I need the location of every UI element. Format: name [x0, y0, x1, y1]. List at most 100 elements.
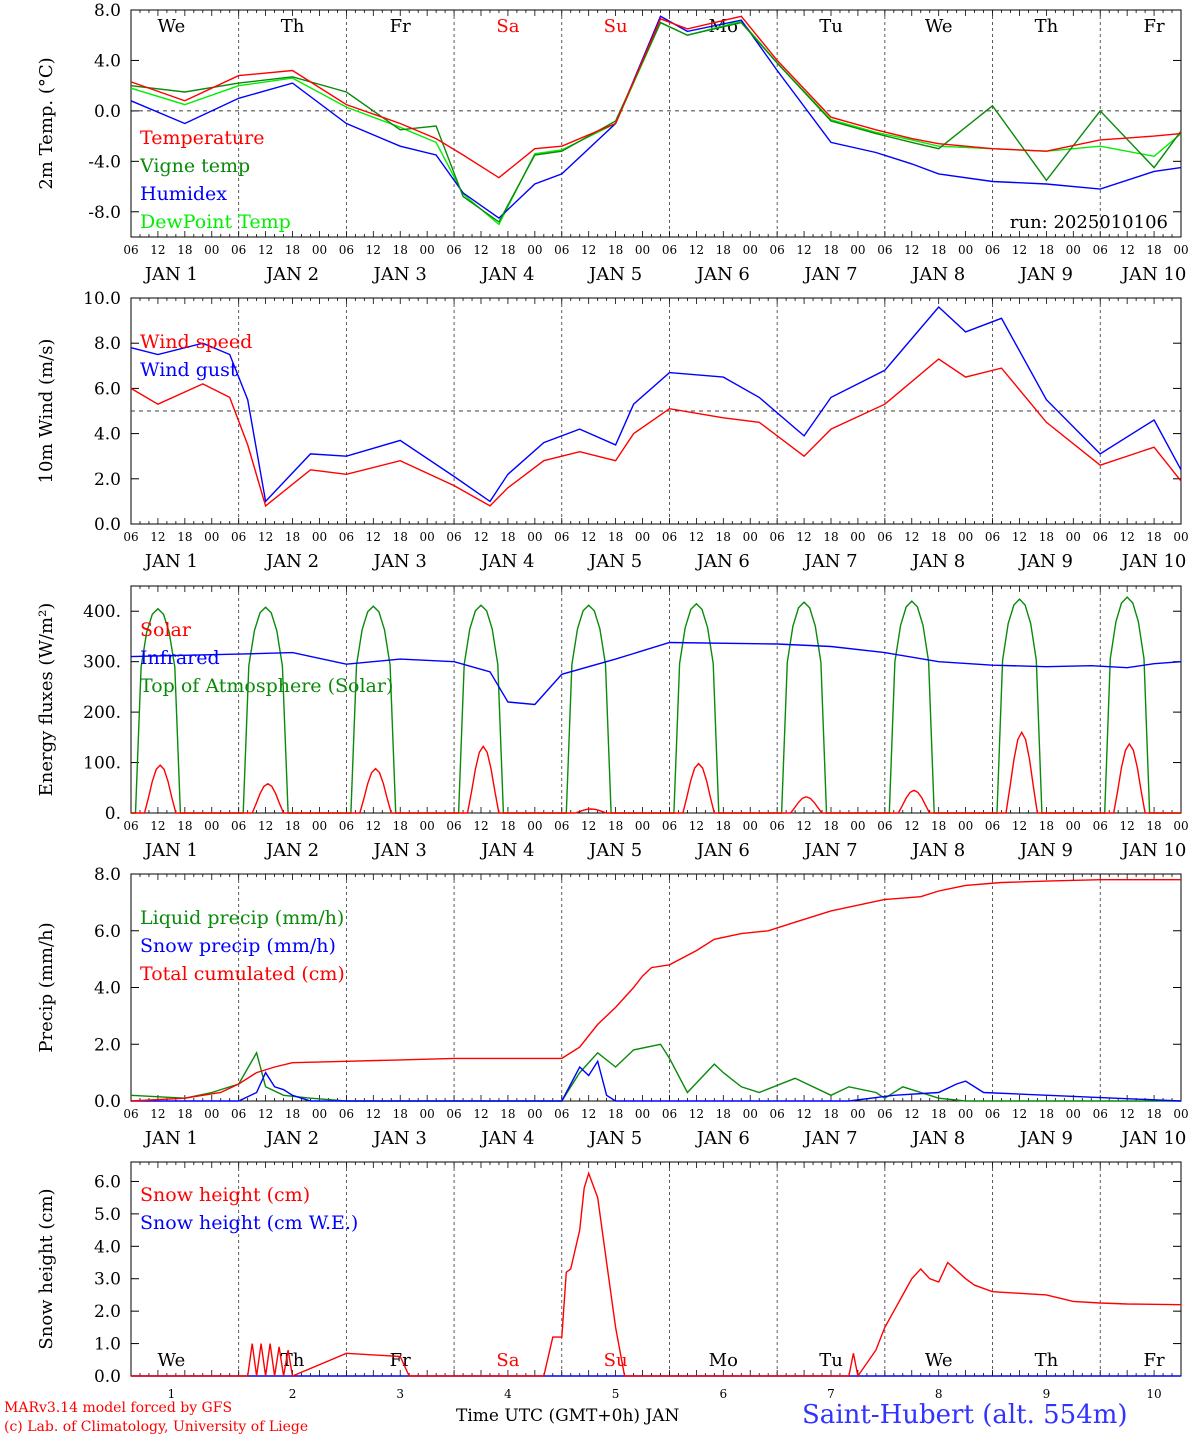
panel-3-frame — [130, 585, 1182, 814]
hour-tick-label: 00 — [312, 1107, 327, 1121]
hour-tick-label: 12 — [1012, 530, 1027, 544]
hour-tick-label: 00 — [1173, 819, 1188, 833]
day-label: JAN 3 — [372, 840, 427, 861]
bottom-day-number: 3 — [396, 1387, 404, 1401]
hour-tick-label: 12 — [1120, 819, 1135, 833]
hour-tick-label: 06 — [446, 243, 461, 257]
legend-snow-precip-mm-h-: Snow precip (mm/h) — [140, 935, 336, 957]
series-humidex — [130, 15, 1182, 220]
hour-tick-label: 06 — [446, 1107, 461, 1121]
hour-tick-label: 12 — [473, 530, 488, 544]
day-label: JAN 1 — [143, 551, 198, 572]
day-label: JAN 4 — [479, 264, 534, 285]
hour-tick-label: 00 — [1066, 1107, 1081, 1121]
day-label: JAN 9 — [1018, 264, 1073, 285]
hour-tick-label: 00 — [1173, 1107, 1188, 1121]
series-infrared — [130, 641, 1182, 706]
hour-tick-label: 06 — [554, 1107, 569, 1121]
hour-tick-label: 18 — [393, 243, 408, 257]
hour-tick-label: 00 — [850, 1107, 865, 1121]
hour-tick-label: 00 — [204, 1107, 219, 1121]
y-tick-label: 2.0 — [94, 1302, 121, 1322]
hour-tick-label: 00 — [312, 243, 327, 257]
day-label: JAN 9 — [1018, 840, 1073, 861]
hour-tick-label: 00 — [527, 243, 542, 257]
day-label: JAN 8 — [910, 1128, 965, 1149]
hour-tick-label: 00 — [204, 243, 219, 257]
hour-tick-label: 00 — [312, 819, 327, 833]
bottom-day-number: 9 — [1043, 1387, 1051, 1401]
hour-tick-label: 18 — [1146, 243, 1161, 257]
hour-tick-label: 06 — [770, 1107, 785, 1121]
weekday-label-bottom: Mo — [709, 1350, 738, 1371]
hour-tick-label: 00 — [1066, 243, 1081, 257]
hour-tick-label: 12 — [581, 819, 596, 833]
hour-tick-label: 00 — [1173, 243, 1188, 257]
series-snow-height-cm- — [131, 1171, 1182, 1378]
hour-tick-label: 00 — [635, 819, 650, 833]
series-snow-precip-mm-h- — [131, 1059, 1182, 1102]
hour-tick-label: 06 — [985, 1107, 1000, 1121]
hour-tick-label: 18 — [285, 1107, 300, 1121]
hour-tick-label: 00 — [312, 530, 327, 544]
hour-tick-label: 06 — [877, 530, 892, 544]
hour-tick-label: 12 — [473, 1107, 488, 1121]
hour-tick-label: 12 — [473, 819, 488, 833]
bottom-day-number: 8 — [935, 1387, 943, 1401]
y-tick-label: 200. — [83, 703, 121, 723]
hour-tick-label: 18 — [608, 530, 623, 544]
hour-tick-label: 12 — [150, 530, 165, 544]
hour-tick-label: 12 — [904, 819, 919, 833]
hour-tick-label: 12 — [689, 1107, 704, 1121]
hour-tick-label: 18 — [931, 819, 946, 833]
y-tick-label: -4.0 — [88, 152, 121, 172]
weekday-label: Su — [604, 16, 628, 37]
hour-tick-label: 18 — [285, 819, 300, 833]
weekday-label-bottom: We — [158, 1350, 186, 1371]
hour-tick-label: 06 — [1093, 530, 1108, 544]
hour-tick-label: 06 — [339, 243, 354, 257]
bottom-day-number: 7 — [827, 1387, 835, 1401]
hour-tick-label: 00 — [635, 243, 650, 257]
hour-tick-label: 00 — [1173, 530, 1188, 544]
hour-tick-label: 00 — [527, 1107, 542, 1121]
y-tick-label: 300. — [83, 653, 121, 673]
day-label: JAN 5 — [587, 264, 642, 285]
weekday-label-bottom: Sa — [496, 1350, 519, 1371]
y-tick-label: 5.0 — [94, 1205, 121, 1225]
y-tick-label: 4.0 — [94, 979, 121, 999]
hour-tick-label: 00 — [635, 530, 650, 544]
day-label: JAN 1 — [143, 1128, 198, 1149]
hour-tick-label: 06 — [877, 1107, 892, 1121]
series-dewpoint-temp — [130, 20, 1182, 226]
bottom-day-number: 5 — [612, 1387, 620, 1401]
bottom-day-number: 2 — [289, 1387, 297, 1401]
hour-tick-label: 00 — [958, 530, 973, 544]
hour-tick-label: 06 — [877, 819, 892, 833]
hour-tick-label: 18 — [931, 530, 946, 544]
day-label: JAN 1 — [143, 840, 198, 861]
hour-tick-label: 06 — [339, 819, 354, 833]
hour-tick-label: 06 — [123, 530, 138, 544]
y-tick-label: 4.0 — [94, 425, 121, 445]
hour-tick-label: 18 — [716, 1107, 731, 1121]
legend-vigne-temp: Vigne temp — [139, 155, 250, 177]
weekday-label: Sa — [496, 16, 519, 37]
hour-tick-label: 12 — [473, 243, 488, 257]
hour-tick-label: 00 — [743, 1107, 758, 1121]
hour-tick-label: 18 — [500, 1107, 515, 1121]
y-tick-label: 8.0 — [94, 1, 121, 21]
hour-tick-label: 00 — [958, 1107, 973, 1121]
day-label: JAN 8 — [910, 264, 965, 285]
hour-tick-label: 06 — [770, 530, 785, 544]
y-tick-label: 4.0 — [94, 51, 121, 71]
day-label: JAN 4 — [479, 551, 534, 572]
y-tick-label: 6.0 — [94, 922, 121, 942]
day-label: JAN 8 — [910, 840, 965, 861]
hour-tick-label: 12 — [258, 819, 273, 833]
day-label: JAN 5 — [587, 1128, 642, 1149]
hour-tick-label: 18 — [823, 530, 838, 544]
day-label: JAN 10 — [1120, 264, 1187, 285]
hour-tick-label: 18 — [393, 1107, 408, 1121]
